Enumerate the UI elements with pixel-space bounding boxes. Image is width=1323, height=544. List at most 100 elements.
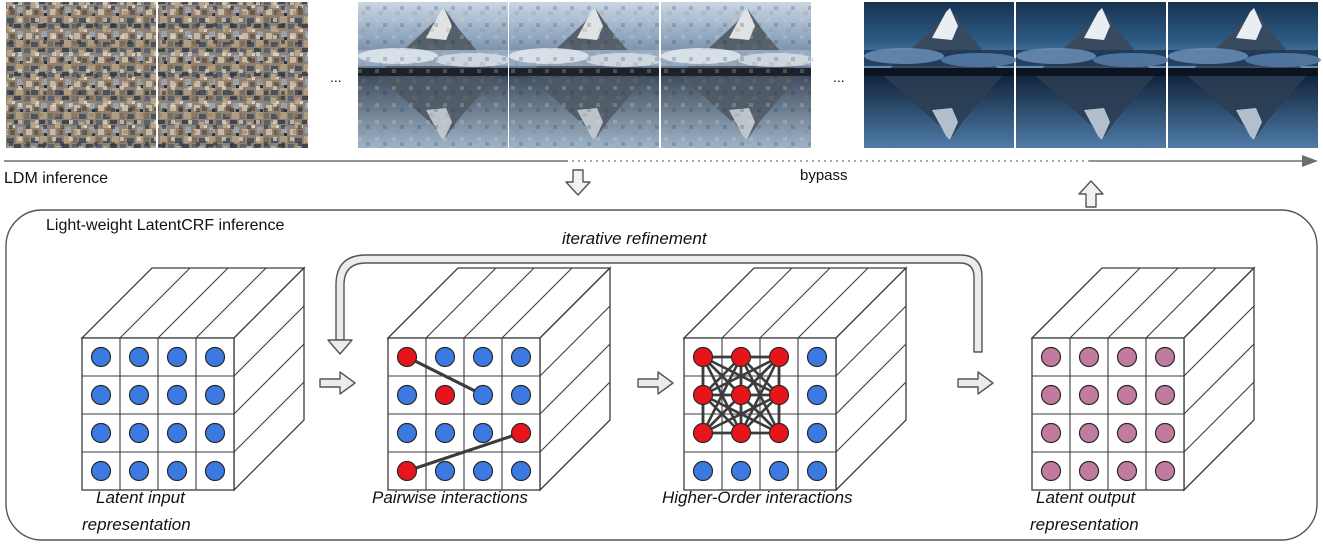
- latent-node-mauve: [1154, 346, 1176, 368]
- latent-node-blue: [472, 384, 494, 406]
- latent-node-mauve: [1040, 422, 1062, 444]
- image-tile-8: [1168, 2, 1321, 148]
- latent-node-blue: [434, 346, 456, 368]
- latent-node-red: [730, 384, 752, 406]
- pairwise-link-2: [406, 431, 522, 473]
- latent-node-blue: [166, 422, 188, 444]
- image-tile-7: [1016, 2, 1169, 148]
- latent-node-mauve: [1154, 384, 1176, 406]
- image-tile-6: [864, 2, 1017, 148]
- latent-node-mauve: [1116, 422, 1138, 444]
- latent-output-caption-line2: representation: [1030, 515, 1139, 534]
- latent-node-blue: [90, 346, 112, 368]
- iterative-loop-arrow-icon: [327, 254, 983, 355]
- stage-arrow-icon-3: [957, 371, 994, 395]
- higher-order-caption: Higher-Order interactions: [662, 488, 853, 507]
- latent-node-blue: [128, 384, 150, 406]
- latentcrf-panel: [5, 209, 1318, 541]
- stage-arrow-icon-2: [637, 371, 674, 395]
- latent-node-blue: [806, 346, 828, 368]
- latent-node-mauve: [1154, 460, 1176, 482]
- latent-node-mauve: [1116, 346, 1138, 368]
- image-tile-1: [6, 2, 156, 148]
- latent-node-blue: [510, 346, 532, 368]
- latent-node-red: [692, 422, 714, 444]
- latent-node-mauve: [1040, 346, 1062, 368]
- image-tile-3: [358, 2, 511, 148]
- ldm-timeline: [4, 155, 1318, 167]
- higher-order-cube: [682, 266, 908, 492]
- latent-node-blue: [434, 422, 456, 444]
- pairwise-cube: [386, 266, 612, 492]
- latent-input-cube: [80, 266, 306, 492]
- latent-node-blue: [692, 460, 714, 482]
- latent-node-red: [730, 346, 752, 368]
- latent-node-blue: [806, 384, 828, 406]
- ldm-inference-label: LDM inference: [4, 170, 108, 187]
- ellipsis-1: ...: [330, 69, 342, 85]
- image-tile-2: [158, 2, 308, 148]
- latent-node-mauve: [1078, 384, 1100, 406]
- latent-node-mauve: [1078, 460, 1100, 482]
- stage-arrows: [319, 371, 994, 395]
- latent-node-mauve: [1116, 460, 1138, 482]
- latent-node-blue: [204, 384, 226, 406]
- latent-node-mauve: [1154, 422, 1176, 444]
- latent-node-red: [692, 346, 714, 368]
- latent-node-blue: [396, 384, 418, 406]
- latent-node-mauve: [1078, 422, 1100, 444]
- latent-output-cube: [1030, 266, 1256, 492]
- latent-node-blue: [128, 346, 150, 368]
- latent-node-blue: [166, 346, 188, 368]
- latent-node-red: [510, 422, 532, 444]
- timeline-arrowhead-icon: [1302, 155, 1318, 167]
- latent-node-blue: [128, 460, 150, 482]
- latent-node-blue: [806, 460, 828, 482]
- bypass-label: bypass: [800, 167, 848, 184]
- latent-node-blue: [806, 422, 828, 444]
- stage-arrow-icon-1: [319, 371, 356, 395]
- up-arrow-icon: [1078, 180, 1104, 208]
- latentcrf-title: Light-weight LatentCRF inference: [46, 217, 284, 234]
- latent-node-red: [768, 422, 790, 444]
- latent-node-mauve: [1078, 346, 1100, 368]
- ellipsis-2: ...: [833, 69, 845, 85]
- latent-node-blue: [204, 346, 226, 368]
- latent-node-red: [434, 384, 456, 406]
- latent-node-blue: [204, 422, 226, 444]
- iterative-refinement-label: iterative refinement: [562, 229, 708, 248]
- pairwise-caption: Pairwise interactions: [372, 488, 528, 507]
- image-tile-4: [509, 2, 662, 148]
- pairwise-link-1: [406, 355, 484, 397]
- latent-node-blue: [510, 460, 532, 482]
- latent-node-blue: [510, 384, 532, 406]
- image-tile-5: [661, 2, 814, 148]
- latent-node-blue: [730, 460, 752, 482]
- latent-node-blue: [166, 460, 188, 482]
- latent-node-blue: [472, 422, 494, 444]
- latent-node-blue: [396, 422, 418, 444]
- latent-output-caption-line1: Latent output: [1036, 488, 1137, 507]
- latent-node-blue: [434, 460, 456, 482]
- latent-node-red: [396, 460, 418, 482]
- cubes: [80, 266, 1256, 492]
- latent-node-mauve: [1040, 384, 1062, 406]
- latent-node-blue: [128, 422, 150, 444]
- down-arrow-icon: [565, 169, 591, 196]
- latent-node-mauve: [1116, 384, 1138, 406]
- latent-node-red: [768, 384, 790, 406]
- latent-node-red: [692, 384, 714, 406]
- latent-input-caption-line1: Latent input: [96, 488, 186, 507]
- latent-node-mauve: [1040, 460, 1062, 482]
- latent-node-blue: [90, 460, 112, 482]
- latent-node-blue: [166, 384, 188, 406]
- image-strip: [6, 2, 1321, 148]
- latent-node-red: [768, 346, 790, 368]
- latent-node-blue: [90, 422, 112, 444]
- latent-node-blue: [472, 346, 494, 368]
- latent-node-red: [730, 422, 752, 444]
- latent-node-blue: [204, 460, 226, 482]
- latent-input-caption-line2: representation: [82, 515, 191, 534]
- latent-node-blue: [768, 460, 790, 482]
